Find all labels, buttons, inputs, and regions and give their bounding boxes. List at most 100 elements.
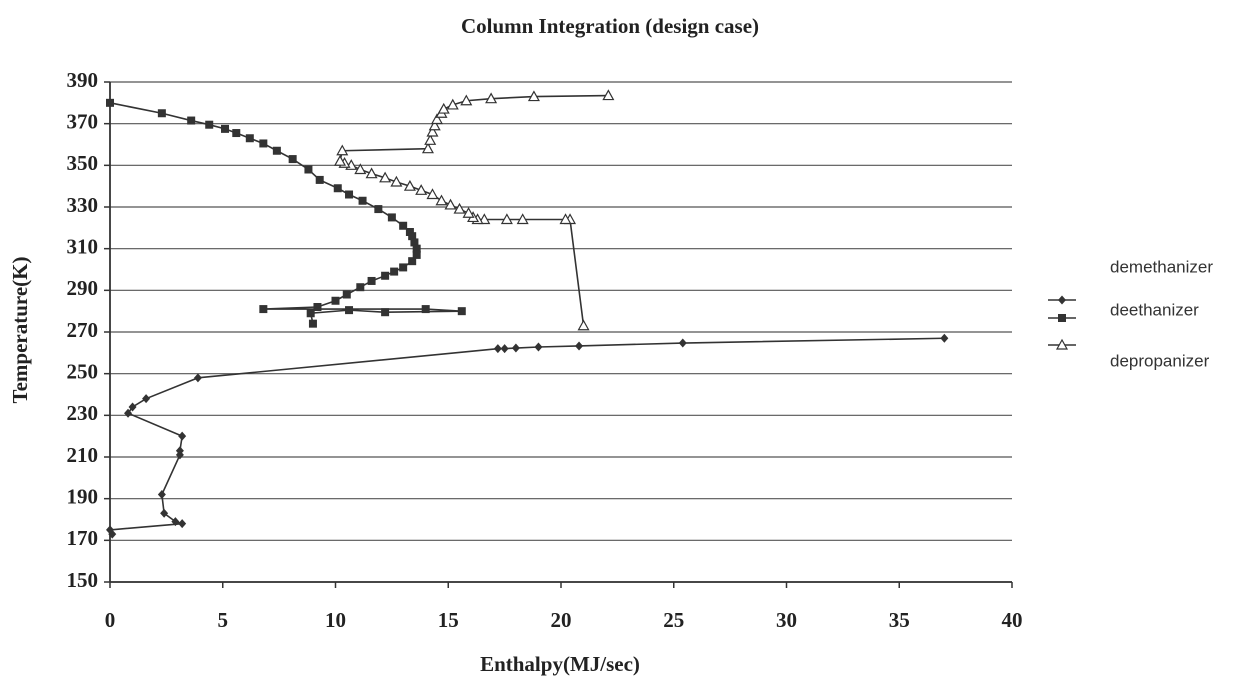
x-tick-label: 40: [1002, 608, 1023, 632]
marker: [272, 146, 281, 155]
x-axis-label: Enthalpy(MJ/sec): [480, 652, 640, 676]
marker: [412, 244, 421, 253]
marker: [415, 184, 428, 195]
marker: [577, 319, 590, 331]
y-tick-label: 250: [67, 359, 99, 383]
legend-item: demethanizer: [1048, 257, 1213, 305]
marker: [333, 154, 347, 166]
y-tick-label: 310: [67, 234, 99, 258]
marker: [940, 333, 949, 343]
y-tick-label: 190: [67, 484, 99, 508]
marker: [336, 144, 349, 156]
marker: [437, 102, 450, 114]
marker: [106, 98, 114, 107]
marker: [342, 290, 351, 299]
marker: [444, 198, 457, 210]
marker: [142, 394, 151, 404]
marker: [379, 171, 392, 183]
marker: [124, 408, 133, 418]
marker: [390, 175, 403, 187]
marker: [457, 307, 466, 316]
marker: [424, 134, 437, 145]
marker: [356, 283, 365, 292]
marker: [157, 490, 166, 499]
y-tick-label: 270: [67, 318, 99, 342]
marker: [500, 213, 513, 225]
marker: [390, 267, 399, 276]
marker: [345, 190, 354, 199]
marker: [308, 319, 317, 328]
marker: [374, 205, 383, 214]
marker: [602, 89, 615, 101]
marker: [128, 402, 137, 412]
marker: [333, 184, 342, 193]
marker: [354, 163, 367, 175]
marker: [399, 263, 408, 272]
legend-label: demethanizer: [1110, 257, 1213, 276]
y-tick-label: 390: [67, 68, 99, 92]
marker: [387, 213, 396, 222]
marker: [527, 90, 540, 102]
marker: [403, 179, 416, 191]
legend-item: deethanizer: [1048, 300, 1199, 322]
marker: [157, 109, 166, 118]
x-tick-label: 0: [105, 608, 116, 632]
marker: [485, 92, 498, 104]
marker: [315, 175, 324, 184]
x-tick-label: 10: [325, 608, 346, 632]
marker: [678, 338, 687, 348]
marker: [1058, 295, 1066, 305]
marker: [232, 129, 241, 138]
marker: [178, 431, 187, 441]
marker: [516, 213, 529, 225]
marker: [304, 165, 313, 174]
marker: [345, 306, 354, 315]
marker: [462, 207, 475, 218]
x-tick-label: 25: [663, 608, 684, 632]
marker: [426, 188, 439, 200]
marker: [399, 221, 408, 230]
marker: [175, 446, 184, 456]
marker: [381, 271, 390, 280]
x-tick-label: 30: [776, 608, 797, 632]
marker: [421, 142, 434, 154]
y-tick-label: 210: [67, 443, 99, 467]
y-tick-label: 370: [67, 109, 99, 133]
marker: [500, 344, 509, 354]
x-tick-label: 20: [551, 608, 572, 632]
marker: [106, 525, 114, 535]
marker: [435, 194, 448, 206]
marker: [412, 250, 421, 259]
marker: [446, 98, 459, 110]
marker: [193, 373, 202, 383]
marker: [331, 296, 340, 305]
marker: [421, 305, 430, 314]
marker: [221, 124, 230, 133]
marker: [205, 120, 214, 129]
marker: [245, 134, 254, 143]
y-axis-label: Temperature(K): [8, 257, 32, 404]
marker: [430, 113, 443, 125]
marker: [160, 508, 169, 518]
legend-label: depropanizer: [1110, 351, 1210, 370]
marker: [306, 309, 315, 318]
marker: [405, 228, 414, 236]
legend-item: depropanizer: [1048, 338, 1210, 370]
y-tick-label: 150: [67, 568, 99, 592]
marker: [367, 276, 376, 285]
marker: [187, 116, 196, 125]
marker: [171, 517, 180, 527]
series-line: [108, 337, 945, 535]
marker: [410, 238, 419, 247]
marker: [358, 196, 367, 205]
marker: [428, 119, 441, 131]
marker: [365, 167, 378, 179]
marker: [575, 341, 584, 351]
marker: [408, 257, 417, 266]
marker: [534, 342, 543, 352]
chart-title: Column Integration (design case): [461, 14, 759, 38]
marker: [493, 344, 502, 354]
y-tick-label: 170: [67, 526, 99, 550]
